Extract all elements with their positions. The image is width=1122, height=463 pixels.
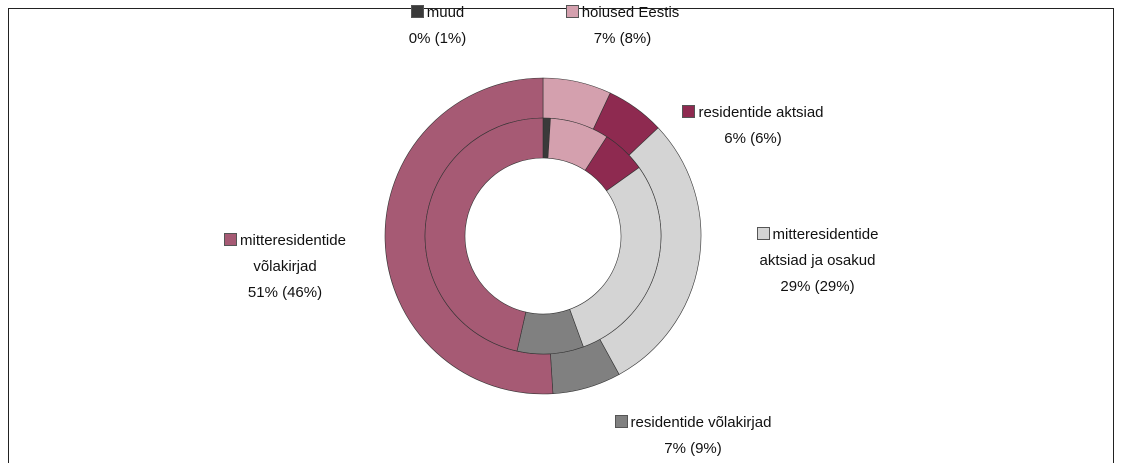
data-label: hoiused Eestis 7% (8%)	[545, 0, 700, 52]
category-name: residentide aktsiad	[698, 104, 824, 121]
value-label: 0%	[408, 30, 431, 47]
category-name: mitteresidentide võlakirjad	[240, 232, 346, 275]
value-label: 29%	[780, 278, 811, 295]
value-label: 7%	[664, 440, 686, 457]
value-label: 51%	[247, 284, 278, 301]
frame	[8, 8, 1114, 463]
value-label: (8%)	[619, 30, 652, 47]
category-name: mitteresidentide aktsiad ja osakud	[759, 226, 879, 269]
category-name: residentide võlakirjad	[630, 414, 772, 431]
data-label: muud 0% (1%)	[395, 0, 480, 52]
value-label: 6%	[724, 130, 746, 147]
value-label: (6%)	[750, 130, 782, 147]
data-label: residentide võlakirjad 7% (9%)	[593, 410, 793, 462]
value-label: (9%)	[690, 440, 722, 457]
value-label: (29%)	[814, 278, 855, 295]
ring-segment	[424, 117, 544, 352]
legend-swatch	[756, 227, 770, 240]
legend-swatch	[224, 233, 238, 246]
legend-swatch	[565, 5, 579, 18]
value-label: 7%	[593, 30, 616, 47]
legend-swatch	[682, 105, 696, 118]
legend-swatch	[410, 5, 424, 18]
value-label: (46%)	[282, 284, 323, 301]
data-label: mitteresidentide võlakirjad 51% (46%)	[200, 228, 370, 306]
data-label: residentide aktsiad 6% (6%)	[678, 100, 828, 152]
legend-swatch	[614, 415, 628, 428]
data-label: mitteresidentide aktsiad ja osakud 29% (2…	[735, 222, 900, 300]
category-name: muud	[426, 4, 465, 21]
category-name: hoiused Eestis	[581, 4, 680, 21]
value-label: (1%)	[434, 30, 467, 47]
